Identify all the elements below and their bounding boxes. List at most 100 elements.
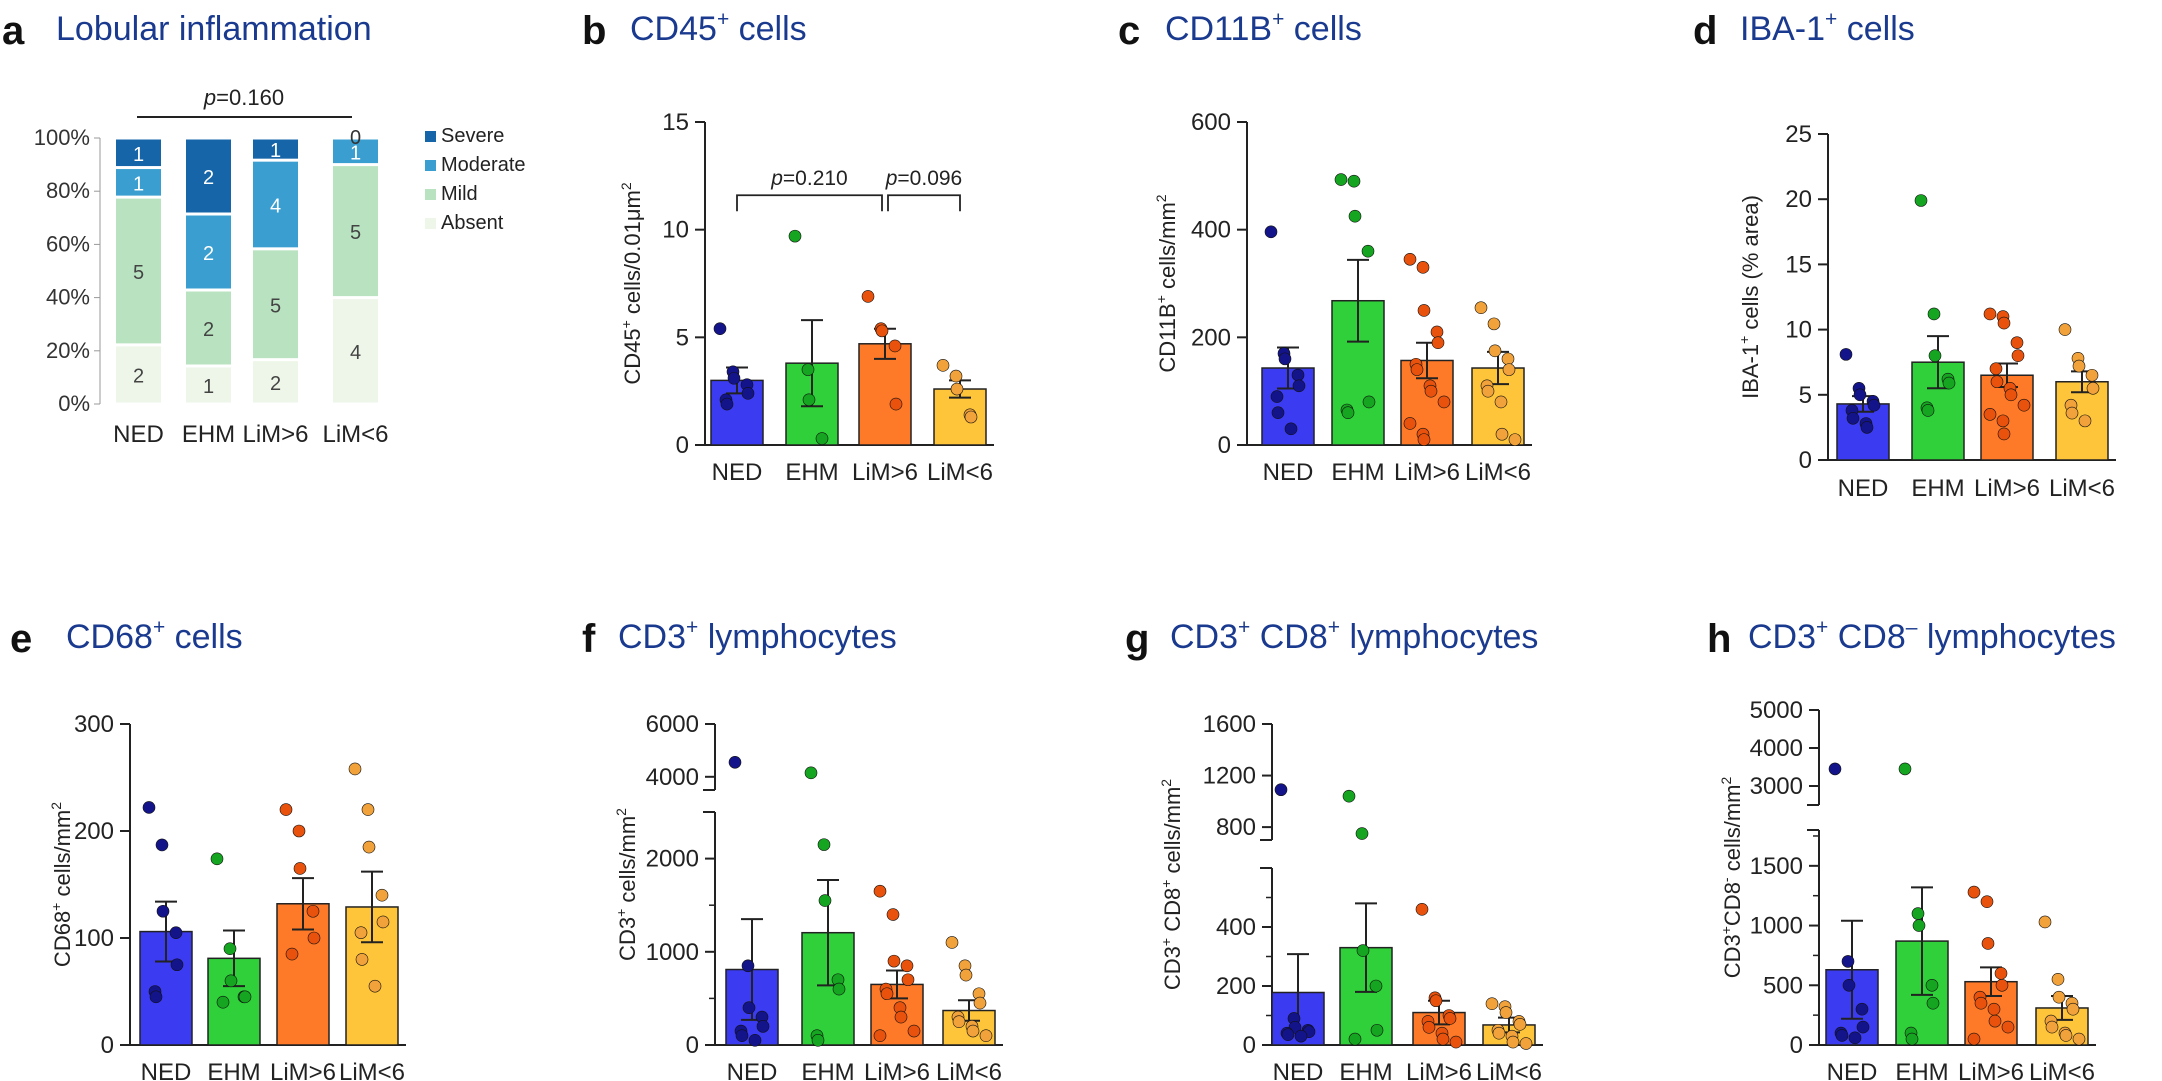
data-point-LiM6m bbox=[2078, 414, 2092, 428]
data-point-LiM6p bbox=[1995, 978, 2009, 992]
text-run: cells/mm bbox=[1720, 785, 1745, 878]
legend-swatch-mild bbox=[425, 189, 436, 200]
p-text: =0.210 bbox=[783, 167, 848, 190]
data-point-EHM bbox=[802, 393, 816, 407]
data-point-LiM6p bbox=[880, 987, 894, 1001]
y-tick-label: 3000 bbox=[1750, 773, 1803, 800]
superscript: + bbox=[1272, 8, 1284, 31]
superscript: + bbox=[1158, 880, 1174, 888]
data-point-LiM6p bbox=[1429, 994, 1443, 1008]
data-point-NED bbox=[1839, 348, 1853, 361]
data-point-LiM6p bbox=[889, 397, 903, 411]
y-tick-label: 600 bbox=[1191, 109, 1231, 136]
x-tick-label: LiM>6 bbox=[864, 1059, 930, 1081]
stack-segment-mild bbox=[116, 198, 161, 344]
data-point-LiM6m bbox=[2072, 359, 2086, 373]
data-point-EHM bbox=[223, 942, 237, 956]
text-run: CD3 bbox=[618, 618, 686, 656]
data-point-NED bbox=[756, 1020, 770, 1033]
data-point-LiM6p bbox=[886, 908, 900, 921]
legend-label-moderate: Moderate bbox=[441, 154, 526, 176]
panel-title: CD3+ CD8+ lymphocytes bbox=[1170, 616, 1538, 656]
data-point-NED bbox=[1278, 352, 1292, 366]
panel-title: CD11B+ cells bbox=[1165, 8, 1362, 48]
x-tick-label: LiM<6 bbox=[927, 459, 993, 486]
p-value: p=0.210 bbox=[770, 167, 848, 190]
text-run: cells (% area) bbox=[1738, 195, 1763, 336]
panel-letter: d bbox=[1693, 9, 1717, 53]
data-point-EHM bbox=[804, 766, 818, 780]
panel-h: h CD3+ CD8– lymphocytes050010001500300040… bbox=[1707, 616, 2116, 1081]
y-tick-label: 4000 bbox=[646, 764, 699, 791]
p-italic: p bbox=[770, 167, 783, 190]
stack-segment-severe bbox=[186, 139, 231, 213]
data-point-EHM bbox=[788, 229, 802, 243]
segment-label: 1 bbox=[133, 173, 144, 195]
superscript: - bbox=[1718, 877, 1734, 882]
data-point-EHM bbox=[832, 982, 846, 996]
data-point-LiM6p bbox=[1422, 1021, 1436, 1034]
y-axis-label: CD68+ cells/mm2 bbox=[48, 802, 75, 967]
data-point-LiM6p bbox=[306, 904, 320, 918]
stack-segment-mild bbox=[186, 291, 231, 365]
x-tick-label: EHM bbox=[207, 1059, 260, 1081]
data-point-EHM bbox=[224, 974, 238, 988]
data-point-EHM bbox=[817, 838, 831, 851]
data-point-LiM6m bbox=[2086, 381, 2100, 395]
data-point-LiM6m bbox=[1506, 1035, 1520, 1049]
p-bracket bbox=[736, 194, 883, 212]
data-point-EHM bbox=[1928, 349, 1942, 362]
segment-label: 5 bbox=[133, 262, 144, 284]
data-point-LiM6p bbox=[2004, 388, 2018, 402]
data-point-LiM6p bbox=[1980, 895, 1994, 908]
superscript: + bbox=[1816, 616, 1828, 639]
data-point-LiM6m bbox=[1494, 395, 1508, 409]
text-run: cells bbox=[1284, 10, 1361, 48]
segment-label: 1 bbox=[270, 140, 281, 162]
data-point-LiM6m bbox=[1481, 384, 1495, 398]
text-run: CD68 bbox=[50, 911, 75, 967]
y-tick-label: 80% bbox=[46, 178, 90, 203]
superscript: + bbox=[1158, 938, 1174, 946]
y-tick-label: 5000 bbox=[1750, 697, 1803, 724]
data-point-NED bbox=[1292, 379, 1306, 393]
data-point-LiM6m bbox=[1501, 352, 1515, 366]
data-point-EHM bbox=[1342, 789, 1356, 803]
superscript: 2 bbox=[1158, 779, 1174, 787]
text-run: CD3 bbox=[1160, 946, 1185, 990]
data-point-LiM6p bbox=[1997, 316, 2011, 330]
y-tick-label: 10 bbox=[662, 217, 689, 244]
data-point-EHM bbox=[1347, 174, 1361, 188]
data-point-LiM6p bbox=[873, 884, 887, 898]
superscript: + bbox=[1825, 8, 1837, 31]
x-tick-label: NED bbox=[727, 1059, 778, 1081]
y-tick-label: 1200 bbox=[1203, 763, 1256, 790]
data-point-LiM6p bbox=[1410, 363, 1424, 376]
superscript: + bbox=[1328, 616, 1340, 639]
superscript: + bbox=[1718, 926, 1734, 934]
text-run: CD68 bbox=[66, 618, 153, 656]
x-tick-label: LiM<6 bbox=[322, 421, 388, 448]
x-tick-label: EHM bbox=[1331, 459, 1384, 486]
x-tick-label: EHM bbox=[1895, 1059, 1948, 1081]
data-point-LiM6m bbox=[2052, 990, 2066, 1004]
text-run: CD11B bbox=[1155, 303, 1180, 372]
text-run: cells bbox=[1837, 10, 1914, 48]
data-point-LiM6p bbox=[1417, 304, 1431, 317]
y-tick-label: 1600 bbox=[1203, 711, 1256, 738]
data-point-LiM6m bbox=[362, 840, 376, 854]
stack-segment-mild bbox=[253, 250, 298, 359]
legend-label-mild: Mild bbox=[441, 183, 478, 205]
data-point-EHM bbox=[1362, 395, 1376, 409]
data-point-LiM6p bbox=[1417, 433, 1431, 446]
data-point-LiM6p bbox=[2001, 1020, 2015, 1034]
y-tick-label: 0 bbox=[1218, 432, 1231, 459]
data-point-LiM6m bbox=[1488, 344, 1502, 358]
text-run: Lobular inflammation bbox=[56, 10, 372, 48]
data-point-LiM6m bbox=[2058, 323, 2072, 336]
data-point-LiM6p bbox=[1403, 252, 1417, 266]
superscript: 2 bbox=[48, 802, 64, 810]
data-point-LiM6p bbox=[875, 324, 889, 338]
data-point-LiM6m bbox=[2072, 1032, 2086, 1046]
panel-letter: h bbox=[1707, 617, 1731, 661]
